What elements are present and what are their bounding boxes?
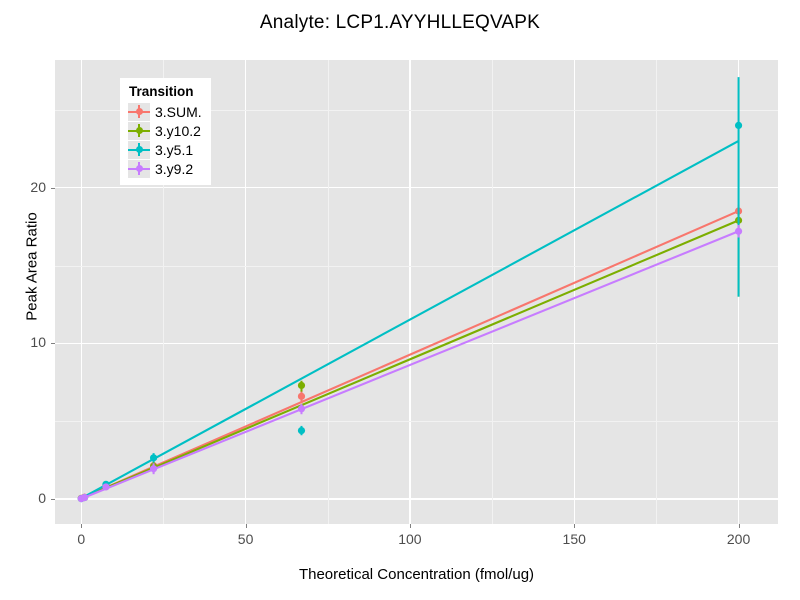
x-tick-mark xyxy=(574,524,576,528)
data-point xyxy=(102,483,110,491)
gridline-vertical-minor xyxy=(492,60,494,524)
fit-line xyxy=(80,219,739,500)
legend-item-label: 3.y10.2 xyxy=(155,122,201,139)
gridline-vertical-minor xyxy=(163,60,165,524)
x-tick-mark xyxy=(738,524,740,528)
data-point xyxy=(297,392,306,400)
chart-title: Analyte: LCP1.AYYHLLEQVAPK xyxy=(259,12,541,33)
gridline-vertical xyxy=(409,60,411,524)
legend-key-icon xyxy=(128,121,150,140)
gridline-horizontal-minor xyxy=(55,109,778,111)
data-point xyxy=(297,381,306,390)
x-tick-label: 150 xyxy=(562,531,586,547)
fit-line xyxy=(80,140,740,500)
series-3.y9.2 xyxy=(77,225,743,503)
fit-line xyxy=(80,230,739,500)
legend-item-label: 3.y5.1 xyxy=(155,141,194,158)
gridline-horizontal-minor xyxy=(55,421,778,423)
gridline-vertical-minor xyxy=(656,60,658,524)
gridline-horizontal xyxy=(55,342,778,345)
gridline-vertical xyxy=(573,60,575,524)
legend-title: Transition xyxy=(129,84,194,99)
data-point xyxy=(297,405,306,413)
y-tick-label: 0 xyxy=(38,490,46,507)
gridline-horizontal xyxy=(55,498,778,500)
data-point xyxy=(149,454,158,462)
x-tick-mark xyxy=(81,524,83,528)
y-tick-label: 20 xyxy=(30,178,46,195)
y-tick-mark xyxy=(51,187,55,189)
data-point xyxy=(80,493,89,502)
x-tick-label: 200 xyxy=(726,531,751,547)
legend: Transition 3.SUM. 3.y10.2 3.y5.1 3.y9.2 xyxy=(120,78,211,185)
legend-item-3.y5.1[interactable]: 3.y5.1 xyxy=(128,140,202,159)
legend-key-icon xyxy=(128,159,150,178)
legend-item-label: 3.y9.2 xyxy=(155,160,194,177)
x-tick-label: 50 xyxy=(237,531,254,547)
y-tick-mark xyxy=(51,499,55,501)
legend-key-icon xyxy=(128,102,150,121)
x-axis-title: Theoretical Concentration (fmol/ug) xyxy=(298,566,535,583)
gridline-horizontal-minor xyxy=(55,265,778,267)
x-tick-label: 0 xyxy=(77,531,86,547)
x-tick-mark xyxy=(245,524,247,528)
y-tick-label: 10 xyxy=(30,334,46,351)
data-point xyxy=(297,426,306,435)
y-tick-mark xyxy=(51,343,55,345)
data-point xyxy=(149,465,158,473)
legend-item-3.SUM.[interactable]: 3.SUM. xyxy=(128,102,202,121)
legend-item-3.y10.2[interactable]: 3.y10.2 xyxy=(128,121,202,140)
legend-item-label: 3.SUM. xyxy=(155,103,202,120)
data-point xyxy=(734,121,743,129)
data-point xyxy=(734,227,743,235)
legend-items: 3.SUM. 3.y10.2 3.y5.1 3.y9.2 xyxy=(128,102,202,178)
x-tick-label: 100 xyxy=(398,531,422,547)
fit-line xyxy=(80,210,739,500)
data-layer xyxy=(77,77,743,503)
gridline-vertical-minor xyxy=(327,60,329,524)
x-tick-mark xyxy=(409,524,411,528)
legend-key-icon xyxy=(128,140,150,159)
gridline-vertical xyxy=(244,60,247,524)
gridline-vertical xyxy=(80,60,82,524)
gridline-horizontal xyxy=(55,186,778,189)
legend-item-3.y9.2[interactable]: 3.y9.2 xyxy=(128,159,202,178)
